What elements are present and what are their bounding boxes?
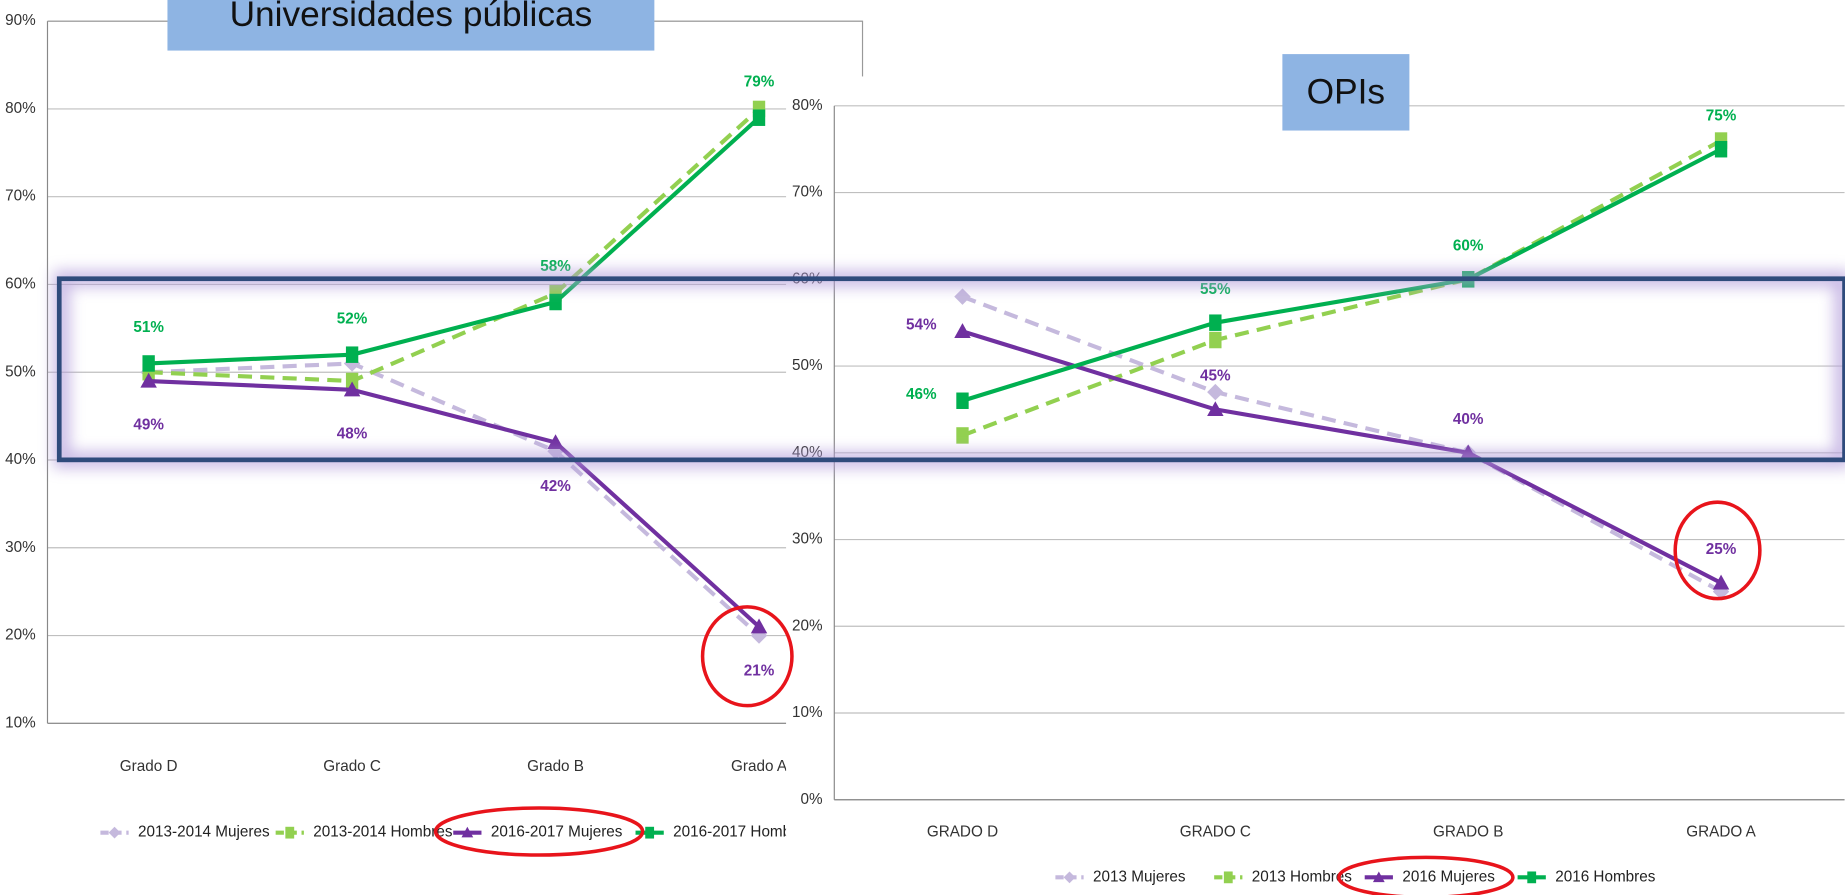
y-tick-label: 80% xyxy=(5,100,36,117)
value-label: 25% xyxy=(1706,541,1737,558)
marker xyxy=(956,392,969,409)
x-tick-label: Grado A xyxy=(731,758,788,775)
chart-universidades: 10% 20% 30% 40% 50% 60% 70% 80% 90% Grado D Grado … xyxy=(5,12,864,841)
y-tick-label: 10% xyxy=(5,714,36,731)
marker xyxy=(549,293,562,311)
marker xyxy=(1209,314,1222,331)
circle-highlight xyxy=(1673,500,1762,601)
legend-marker xyxy=(1063,871,1076,884)
series-line xyxy=(148,378,761,629)
legend-marker xyxy=(1527,871,1537,884)
legend-highlight xyxy=(1337,855,1515,895)
marker xyxy=(954,288,971,305)
value-label: 54% xyxy=(906,317,937,334)
chart-background xyxy=(786,76,1845,895)
legend-label: 2013-2014 Hombres xyxy=(313,824,453,841)
series-line xyxy=(148,361,761,638)
value-label: 21% xyxy=(744,662,775,679)
value-label: 51% xyxy=(133,319,164,336)
value-label: 45% xyxy=(1200,368,1231,385)
y-tick-label: 50% xyxy=(5,363,36,380)
legend-label: 2013 Mujeres xyxy=(1093,868,1186,885)
y-tick-label: 80% xyxy=(792,97,823,114)
marker xyxy=(547,434,564,450)
legend-marker xyxy=(1223,871,1233,884)
y-tick-label: 50% xyxy=(792,357,823,374)
marker xyxy=(1712,574,1730,590)
series-line xyxy=(148,116,761,366)
marker xyxy=(1207,383,1224,401)
legend-highlight xyxy=(433,806,645,857)
legend-label: 2013 Hombres xyxy=(1252,868,1352,885)
titles: Universidades públicas OPIs xyxy=(167,0,1410,131)
y-tick-label: 10% xyxy=(792,704,823,721)
legend-marker xyxy=(285,826,295,839)
series-line xyxy=(961,147,1723,403)
title-box xyxy=(1282,54,1410,131)
marker xyxy=(345,372,359,390)
marker xyxy=(750,618,768,634)
legend-label: 2013-2014 Mujeres xyxy=(138,824,270,841)
x-tick-label: Grado B xyxy=(527,758,584,775)
x-tick-label: GRADO D xyxy=(927,824,998,841)
series-line xyxy=(961,138,1723,438)
title-box xyxy=(167,0,655,51)
legend-marker xyxy=(1372,871,1385,883)
marker xyxy=(752,109,766,126)
series-line xyxy=(961,329,1723,585)
marker xyxy=(142,355,155,372)
legend-marker xyxy=(108,826,121,839)
y-tick-label: 20% xyxy=(792,617,823,634)
marker xyxy=(1714,140,1728,158)
marker xyxy=(140,372,157,388)
chart-title: Universidades públicas xyxy=(230,0,593,34)
x-tick-label: Grado C xyxy=(323,758,381,775)
value-label: 75% xyxy=(1706,107,1737,124)
legend-label: 2016-2017 Mujeres xyxy=(491,824,623,841)
circle-highlight xyxy=(700,605,794,708)
series-line xyxy=(961,294,1723,594)
value-label: 52% xyxy=(337,310,368,327)
y-tick-label: 70% xyxy=(792,184,823,201)
value-label: 79% xyxy=(744,73,775,90)
y-tick-label: 30% xyxy=(5,539,36,556)
value-label: 60% xyxy=(1453,237,1484,254)
value-label: 46% xyxy=(906,386,937,403)
y-tick-label: 90% xyxy=(5,12,36,29)
x-tick-label: Grado D xyxy=(120,758,178,775)
y-tick-label: 0% xyxy=(800,791,822,808)
marker xyxy=(343,381,361,397)
y-tick-label: 60% xyxy=(5,275,36,292)
value-label: 40% xyxy=(1453,411,1484,428)
marker xyxy=(956,427,969,444)
y-tick-label: 30% xyxy=(792,531,823,548)
marker xyxy=(1207,401,1224,417)
value-label: 48% xyxy=(337,426,368,443)
y-tick-label: 70% xyxy=(5,188,36,205)
marker xyxy=(954,323,971,338)
y-tick-label: 20% xyxy=(5,627,36,644)
marker xyxy=(345,346,359,363)
marker xyxy=(1209,331,1222,349)
annotations xyxy=(433,500,1762,895)
x-tick-label: GRADO A xyxy=(1686,824,1756,841)
value-label: 42% xyxy=(540,478,571,495)
value-label: 49% xyxy=(133,417,164,434)
series-line xyxy=(148,107,761,384)
legend-label: 2016 Mujeres xyxy=(1402,868,1495,885)
legend-marker xyxy=(461,826,474,838)
legend-label: 2016 Hombres xyxy=(1555,868,1655,885)
x-tick-label: GRADO C xyxy=(1180,824,1251,841)
legend-label: 2016-2017 Hombres xyxy=(673,824,813,841)
legend-marker xyxy=(645,826,655,839)
x-tick-label: GRADO B xyxy=(1433,824,1503,841)
y-tick-label: 40% xyxy=(5,451,36,468)
chart-title: OPIs xyxy=(1307,72,1385,111)
